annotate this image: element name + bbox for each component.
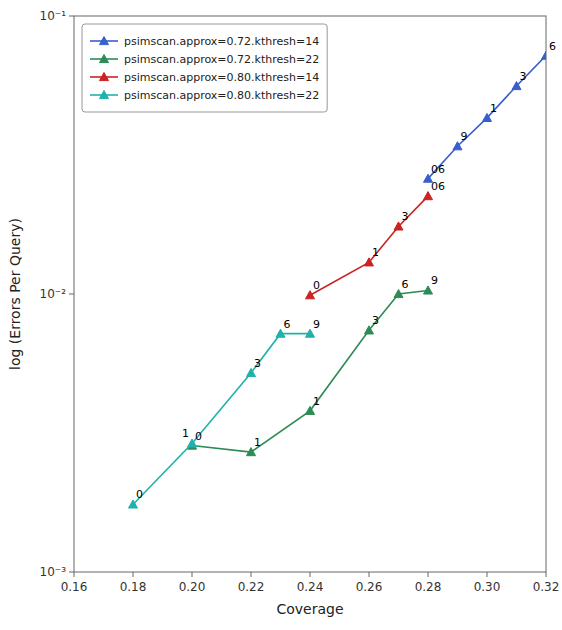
- data-point: [542, 51, 547, 59]
- legend: psimscan.approx=0.72.kthresh=14 psimscan.…: [82, 24, 327, 112]
- annotation: 3: [402, 210, 409, 223]
- annotation: 1: [182, 427, 189, 440]
- y-tick-label: 10⁻³: [40, 565, 67, 579]
- legend-label: psimscan.approx=0.72.kthresh=14: [124, 35, 319, 48]
- annotation: 0: [313, 279, 320, 292]
- annotation: 3: [372, 314, 379, 327]
- annotation: 0: [195, 430, 202, 443]
- x-tick-label: 0.26: [356, 580, 383, 594]
- legend-label: psimscan.approx=0.80.kthresh=14: [124, 71, 319, 84]
- annotation: 6: [402, 278, 409, 291]
- legend-marker: [100, 73, 109, 81]
- y-tick-label: 10⁻²: [40, 287, 67, 301]
- annotation: 9: [313, 318, 320, 331]
- x-tick-label: 0.18: [120, 580, 147, 594]
- x-tick-label: 0.30: [474, 580, 501, 594]
- x-tick: [487, 572, 488, 577]
- y-tick-label: 10⁻¹: [40, 9, 67, 23]
- legend-label: psimscan.approx=0.80.kthresh=22: [124, 89, 319, 102]
- legend-label: psimscan.approx=0.72.kthresh=22: [124, 53, 319, 66]
- annotation: 9: [461, 130, 468, 143]
- x-tick-label: 0.22: [238, 580, 265, 594]
- x-tick-label: 0.16: [61, 580, 88, 594]
- x-tick: [133, 572, 134, 577]
- x-tick: [192, 572, 193, 577]
- x-tick-label: 0.28: [415, 580, 442, 594]
- annotation: 1: [254, 436, 261, 449]
- x-axis-label: Coverage: [276, 601, 343, 617]
- x-tick: [428, 572, 429, 577]
- series-line: [428, 56, 546, 179]
- annotation: 06: [431, 180, 445, 193]
- series-line: [192, 290, 428, 452]
- annotation: 9: [431, 274, 438, 287]
- chart: 0.16 0.18 0.20 0.22 0.24 0.26 0.28 0.30 0.32 10⁻³…: [0, 0, 562, 630]
- x-tick: [546, 572, 547, 577]
- legend-marker: [100, 91, 109, 99]
- x-tick-label: 0.20: [179, 580, 206, 594]
- legend-marker: [100, 37, 109, 45]
- annotation: 1: [490, 102, 497, 115]
- annotation: 0: [136, 488, 143, 501]
- y-axis-label: log (Errors Per Query): [7, 218, 23, 370]
- legend-marker: [100, 55, 109, 63]
- x-tick: [251, 572, 252, 577]
- y-tick: [69, 294, 74, 295]
- annotation: 1: [372, 246, 379, 259]
- y-tick: [69, 572, 74, 573]
- x-tick: [74, 572, 75, 577]
- plot-area: [129, 51, 547, 508]
- annotation: 6: [284, 318, 291, 331]
- axes: 0.16 0.18 0.20 0.22 0.24 0.26 0.28 0.30 0.32 10⁻³…: [40, 9, 560, 594]
- x-tick: [310, 572, 311, 577]
- annotation: 6: [549, 40, 556, 53]
- series-line: [133, 334, 310, 505]
- x-tick: [369, 572, 370, 577]
- legend-frame: [82, 24, 327, 112]
- annotation: 3: [254, 357, 261, 370]
- plot-frame: [74, 16, 546, 572]
- x-tick-label: 0.32: [533, 580, 560, 594]
- x-tick-label: 0.24: [297, 580, 324, 594]
- annotation: 3: [520, 70, 527, 83]
- series-line: [310, 196, 428, 295]
- annotation: 06: [431, 163, 445, 176]
- annotation: 1: [313, 395, 320, 408]
- y-tick: [69, 16, 74, 17]
